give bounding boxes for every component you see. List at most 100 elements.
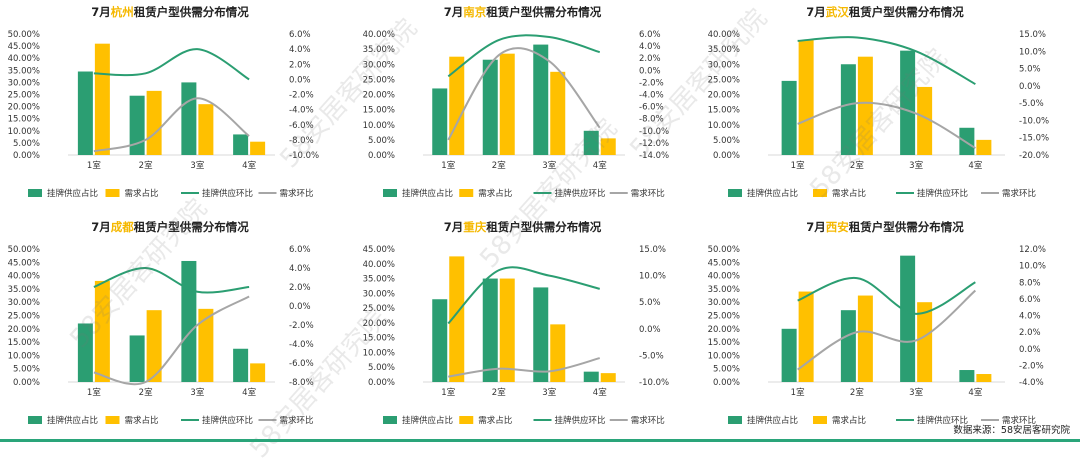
title-city: 南京 xyxy=(463,5,486,19)
category-label: 2室 xyxy=(139,387,153,398)
left-axis-tick-label: 45.00% xyxy=(8,258,40,268)
legend-label: 挂牌供应占比 xyxy=(47,415,98,426)
right-axis-tick-label: -12.0% xyxy=(639,139,669,149)
supply-share-bar xyxy=(181,82,197,155)
legend-label: 需求环比 xyxy=(631,188,665,199)
legend-label: 需求占比 xyxy=(832,415,866,426)
legend-label: 挂牌供应占比 xyxy=(47,188,98,199)
demand-share-bar xyxy=(976,374,992,382)
demand-share-bar xyxy=(449,256,465,382)
demand-share-bar xyxy=(550,324,566,382)
left-axis-tick-label: 30.00% xyxy=(363,289,395,299)
category-label: 3室 xyxy=(190,387,204,398)
left-axis-tick-label: 50.00% xyxy=(708,245,740,255)
left-axis-tick-label: 15.00% xyxy=(363,106,395,116)
left-axis-tick-label: 35.00% xyxy=(363,45,395,55)
title-city: 武汉 xyxy=(826,5,849,19)
legend-swatch xyxy=(383,189,397,197)
right-axis-tick-label: 0.0% xyxy=(1019,82,1041,92)
left-axis-tick-label: 35.00% xyxy=(363,275,395,285)
left-axis-tick-label: 30.00% xyxy=(708,60,740,70)
demand-share-bar xyxy=(600,138,616,155)
category-label: 3室 xyxy=(542,387,556,398)
right-axis-tick-label: 0.0% xyxy=(289,302,311,312)
category-label: 3室 xyxy=(542,160,556,171)
demand-share-bar xyxy=(198,104,214,155)
demand-mom-line xyxy=(448,357,601,378)
left-axis-tick-label: 35.00% xyxy=(708,285,740,295)
chart-title: 7月重庆租赁户型供需分布情况 xyxy=(444,220,602,234)
supply-mom-line xyxy=(447,34,601,78)
left-axis-tick-label: 30.00% xyxy=(8,298,40,308)
category-label: 4室 xyxy=(593,387,607,398)
chart-panel-5: 7月重庆租赁户型供需分布情况 0.00% 5.00% 10.00% 15.00% 20.0… xyxy=(355,215,700,442)
left-axis-tick-label: 20.00% xyxy=(708,325,740,335)
demand-share-bar xyxy=(250,141,266,155)
supply-mom-line xyxy=(93,266,250,294)
right-axis-tick-label: -8.0% xyxy=(639,115,664,125)
title-city: 西安 xyxy=(826,220,849,234)
right-axis-tick-label: -10.0% xyxy=(289,151,319,161)
supply-share-bar xyxy=(129,95,145,155)
chart-title: 7月西安租赁户型供需分布情况 xyxy=(806,220,964,234)
supply-share-bar xyxy=(583,130,599,155)
demand-mom-line xyxy=(93,97,250,153)
chart-svg: 7月西安租赁户型供需分布情况 0.00% 5.00% 10.00% 15.00% 20.0… xyxy=(708,220,1046,426)
supply-share-bar xyxy=(533,44,549,155)
supply-share-bar xyxy=(77,71,93,155)
left-axis-tick-label: 50.00% xyxy=(8,30,40,40)
right-axis-tick-label: -2.0% xyxy=(639,78,664,88)
chart-panel-2: 7月南京租赁户型供需分布情况 0.00% 5.00% 10.00% 15.00% 20.0… xyxy=(355,0,700,215)
supply-mom-line xyxy=(797,277,976,315)
right-axis-tick-label: -6.0% xyxy=(289,121,314,131)
right-axis-tick-label: -4.0% xyxy=(289,106,314,116)
left-axis-tick-label: 20.00% xyxy=(708,91,740,101)
demand-share-bar xyxy=(94,43,110,155)
supply-share-bar xyxy=(959,127,975,155)
chart-svg: 7月杭州租赁户型供需分布情况 0.00% 5.00% 10.00% 15.00% 20.0… xyxy=(8,5,320,199)
right-axis-tick-label: 2.0% xyxy=(639,54,661,64)
left-axis-tick-label: 30.00% xyxy=(363,60,395,70)
left-axis-tick-label: 10.00% xyxy=(8,127,40,137)
legend-label: 需求环比 xyxy=(1002,415,1036,426)
right-axis-tick-label: 5.0% xyxy=(1019,65,1041,75)
right-axis-tick-label: 2.0% xyxy=(289,60,311,70)
legend-swatch xyxy=(459,416,474,424)
left-axis-tick-label: 40.00% xyxy=(363,30,395,40)
demand-share-bar xyxy=(146,310,162,382)
chart-title: 7月成都租赁户型供需分布情况 xyxy=(91,220,249,234)
left-axis-tick-label: 25.00% xyxy=(708,75,740,85)
title-month: 7月 xyxy=(444,5,464,19)
supply-share-bar xyxy=(840,310,856,382)
title-month: 7月 xyxy=(806,220,826,234)
legend-label: 需求环比 xyxy=(280,188,314,199)
chart-panel-4: 7月成都租赁户型供需分布情况 0.00% 5.00% 10.00% 15.00% 20.0… xyxy=(0,215,350,442)
chart-title: 7月武汉租赁户型供需分布情况 xyxy=(806,5,964,19)
supply-share-bar xyxy=(583,371,599,382)
left-axis-tick-label: 50.00% xyxy=(8,245,40,255)
left-axis-tick-label: 40.00% xyxy=(708,30,740,40)
right-axis-tick-label: -2.0% xyxy=(1019,361,1044,371)
legend-label: 需求环比 xyxy=(1002,188,1036,199)
right-axis-tick-label: 10.0% xyxy=(1019,262,1046,272)
category-label: 1室 xyxy=(791,387,805,398)
title-suffix: 租赁户型供需分布情况 xyxy=(849,220,964,234)
left-axis-tick-label: 20.00% xyxy=(363,91,395,101)
demand-share-bar xyxy=(94,280,110,382)
category-label: 4室 xyxy=(968,387,982,398)
left-axis-tick-label: 20.00% xyxy=(8,103,40,113)
category-label: 4室 xyxy=(242,387,256,398)
legend-label: 需求占比 xyxy=(125,415,159,426)
demand-share-bar xyxy=(857,56,873,155)
title-suffix: 租赁户型供需分布情况 xyxy=(849,5,964,19)
right-axis-tick-label: 0.0% xyxy=(639,66,661,76)
title-month: 7月 xyxy=(806,5,826,19)
legend-swatch xyxy=(459,189,474,197)
right-axis-tick-label: -14.0% xyxy=(639,151,669,161)
demand-share-bar xyxy=(798,40,814,155)
category-label: 2室 xyxy=(492,387,506,398)
chart-svg: 7月南京租赁户型供需分布情况 0.00% 5.00% 10.00% 15.00% 20.0… xyxy=(363,5,670,199)
left-axis-tick-label: 10.00% xyxy=(708,351,740,361)
legend-swatch xyxy=(728,189,742,197)
category-label: 4室 xyxy=(593,160,607,171)
